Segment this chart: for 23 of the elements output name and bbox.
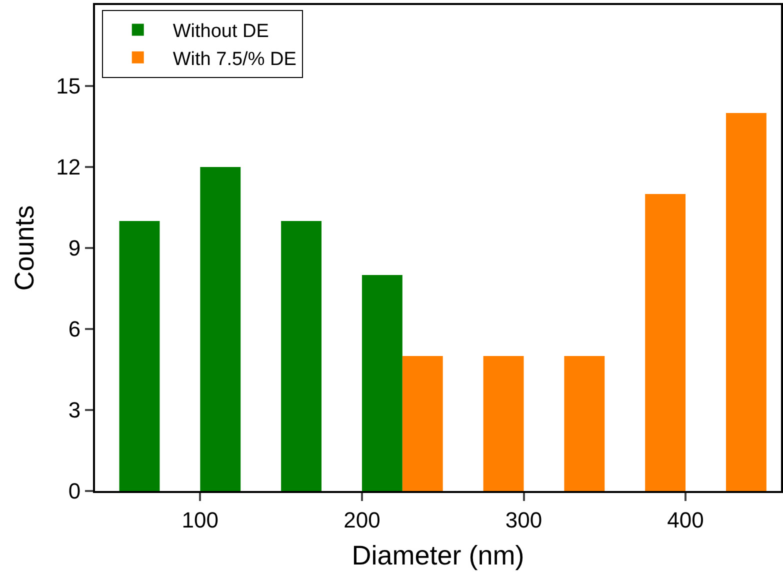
y-tick-label: 15: [56, 74, 81, 99]
legend-label: Without DE: [172, 21, 269, 42]
x-tick-label: 300: [505, 507, 542, 532]
x-axis-title: Diameter (nm): [352, 540, 524, 570]
y-tick-label: 12: [56, 154, 81, 180]
y-axis-title: Counts: [10, 205, 40, 291]
bar: [200, 167, 241, 491]
bar: [362, 275, 402, 491]
bar: [726, 113, 766, 491]
bar: [281, 221, 322, 491]
y-tick-label: 0: [68, 478, 81, 504]
bar: [483, 356, 524, 491]
y-tick-label: 3: [68, 398, 81, 423]
x-tick-label: 200: [344, 507, 380, 532]
y-tick-label: 9: [68, 236, 81, 261]
legend-label: With 7.5/% DE: [172, 48, 296, 70]
bar: [402, 356, 443, 491]
x-tick-label: 100: [182, 507, 219, 532]
bar: [119, 221, 160, 491]
x-tick-label: 400: [667, 507, 704, 532]
bar: [564, 356, 605, 491]
bar: [645, 194, 686, 491]
y-tick-label: 6: [68, 316, 81, 342]
